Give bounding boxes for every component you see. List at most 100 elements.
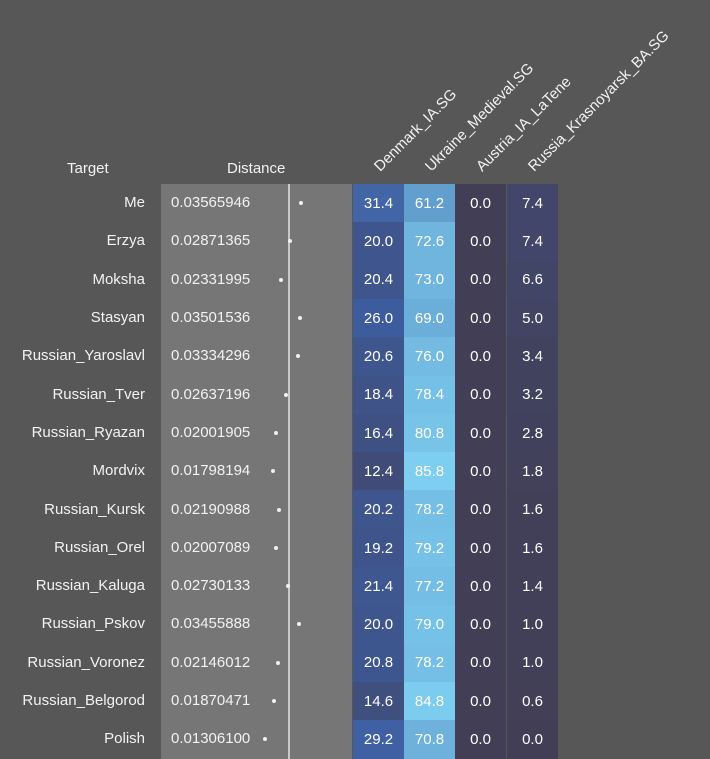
heatmap-cell: 21.4 xyxy=(353,567,404,606)
heatmap-cell: 0.0 xyxy=(455,720,506,759)
heatmap-cell: 5.0 xyxy=(507,298,558,338)
heatmap-cell: 0.0 xyxy=(455,184,506,223)
heatmap-cell: 76.0 xyxy=(404,337,455,376)
heatmap-cell: 0.0 xyxy=(455,375,506,415)
distance-dot xyxy=(276,660,281,665)
row-distance-value: 0.01870471 xyxy=(171,692,251,710)
heatmap-cell: 0.0 xyxy=(455,528,506,568)
heatmap-cell: 29.2 xyxy=(353,720,404,759)
heatmap-cell: 61.2 xyxy=(404,184,455,223)
row-target-label: Mordvix xyxy=(92,462,145,480)
distance-dot xyxy=(284,392,289,397)
row-target-label: Polish xyxy=(104,730,145,748)
heatmap-cell: 0.0 xyxy=(455,452,506,491)
heatmap-cell: 20.0 xyxy=(353,222,404,262)
distance-dot xyxy=(297,622,302,627)
heatmap-cell: 20.8 xyxy=(353,643,404,683)
heatmap-cell: 1.6 xyxy=(507,528,558,568)
row-target-label: Russian_Orel xyxy=(54,538,145,556)
row-distance-value: 0.03565946 xyxy=(171,194,251,212)
heatmap-cell: 20.4 xyxy=(353,260,404,300)
heatmap-cell: 7.4 xyxy=(507,222,558,262)
heatmap-cell: 0.0 xyxy=(455,298,506,338)
heatmap-cell: 79.2 xyxy=(404,528,455,568)
heatmap-cell: 1.8 xyxy=(507,452,558,491)
heatmap-cell: 26.0 xyxy=(353,298,404,338)
heatmap-cell: 20.6 xyxy=(353,337,404,376)
heatmap-cell: 1.6 xyxy=(507,490,558,530)
distance-dot xyxy=(262,737,267,742)
row-distance-value: 0.03501536 xyxy=(171,309,251,327)
heatmap-cell: 0.0 xyxy=(455,337,506,376)
heatmap-cell: 0.0 xyxy=(455,681,506,721)
heatmap-cell: 78.2 xyxy=(404,490,455,530)
row-distance-value: 0.01306100 xyxy=(171,730,251,748)
row-target-label: Russian_Yaroslavl xyxy=(21,347,145,365)
heatmap-cell: 79.0 xyxy=(404,605,455,645)
row-target-label: Stasyan xyxy=(90,309,145,327)
distance-dot xyxy=(295,354,300,359)
row-distance-value: 0.03334296 xyxy=(171,347,251,365)
distance-dot xyxy=(285,584,290,589)
heatmap-cell: 69.0 xyxy=(404,298,455,338)
row-target-label: Russian_Tver xyxy=(52,385,145,403)
row-distance-value: 0.02190988 xyxy=(171,500,251,518)
heatmap-cell: 0.0 xyxy=(455,643,506,683)
heatmap-cell: 31.4 xyxy=(353,184,404,223)
distance-reference-line xyxy=(288,184,290,759)
row-target-label: Russian_Voronez xyxy=(27,653,145,671)
heatmap-cell: 16.4 xyxy=(353,413,404,453)
heatmap-cell: 20.0 xyxy=(353,605,404,645)
heatmap-cell: 0.0 xyxy=(455,490,506,530)
distance-dot xyxy=(270,469,275,474)
heatmap-cell: 84.8 xyxy=(404,681,455,721)
row-distance-value: 0.02146012 xyxy=(171,653,251,671)
heatmap-cell: 7.4 xyxy=(507,184,558,223)
row-distance-value: 0.02637196 xyxy=(171,385,251,403)
distance-dot xyxy=(298,316,303,321)
row-distance-value: 0.03455888 xyxy=(171,615,251,633)
heatmap-cell: 0.6 xyxy=(507,681,558,721)
heatmap-cell: 0.0 xyxy=(455,605,506,645)
row-distance-value: 0.01798194 xyxy=(171,462,251,480)
row-target-label: Me xyxy=(124,194,145,212)
heatmap-cell: 0.0 xyxy=(455,413,506,453)
row-target-label: Russian_Belgorod xyxy=(22,692,145,710)
heatmap-cell: 6.6 xyxy=(507,260,558,300)
heatmap-cell: 0.0 xyxy=(455,222,506,262)
distance-dot xyxy=(272,699,277,704)
heatmap-cell: 70.8 xyxy=(404,720,455,759)
row-target-label: Russian_Pskov xyxy=(41,615,145,633)
row-distance-value: 0.02871365 xyxy=(171,232,251,250)
heatmap-cell: 19.2 xyxy=(353,528,404,568)
row-distance-value: 0.02730133 xyxy=(171,577,251,595)
distance-dot xyxy=(277,507,282,512)
row-distance-value: 0.02007089 xyxy=(171,538,251,556)
row-target-label: Russian_Kursk xyxy=(44,500,145,518)
row-distance-value: 0.02001905 xyxy=(171,423,251,441)
distance-dot xyxy=(299,201,304,206)
distance-dot xyxy=(288,239,293,244)
distance-header: Distance xyxy=(227,160,286,177)
heatmap-cell: 1.4 xyxy=(507,567,558,606)
row-distance-value: 0.02331995 xyxy=(171,270,251,288)
row-target-label: Russian_Kaluga xyxy=(35,577,145,595)
heatmap-cell: 14.6 xyxy=(353,681,404,721)
heatmap-cell: 3.2 xyxy=(507,375,558,415)
heatmap-cell: 78.2 xyxy=(404,643,455,683)
heatmap-cell: 77.2 xyxy=(404,567,455,606)
heatmap-cell: 0.0 xyxy=(507,720,558,759)
heatmap-cell: 72.6 xyxy=(404,222,455,262)
heatmap-cell: 0.0 xyxy=(455,260,506,300)
heatmap-cell: 78.4 xyxy=(404,375,455,415)
distance-dot xyxy=(274,545,279,550)
heatmap-cell: 73.0 xyxy=(404,260,455,300)
heatmap-cell: 3.4 xyxy=(507,337,558,376)
row-target-label: Russian_Ryazan xyxy=(31,423,145,441)
heatmap-cell: 2.8 xyxy=(507,413,558,453)
heatmap-cell: 80.8 xyxy=(404,413,455,453)
distance-dot xyxy=(274,430,279,435)
row-target-label: Moksha xyxy=(92,270,145,288)
heatmap-cell: 85.8 xyxy=(404,452,455,491)
